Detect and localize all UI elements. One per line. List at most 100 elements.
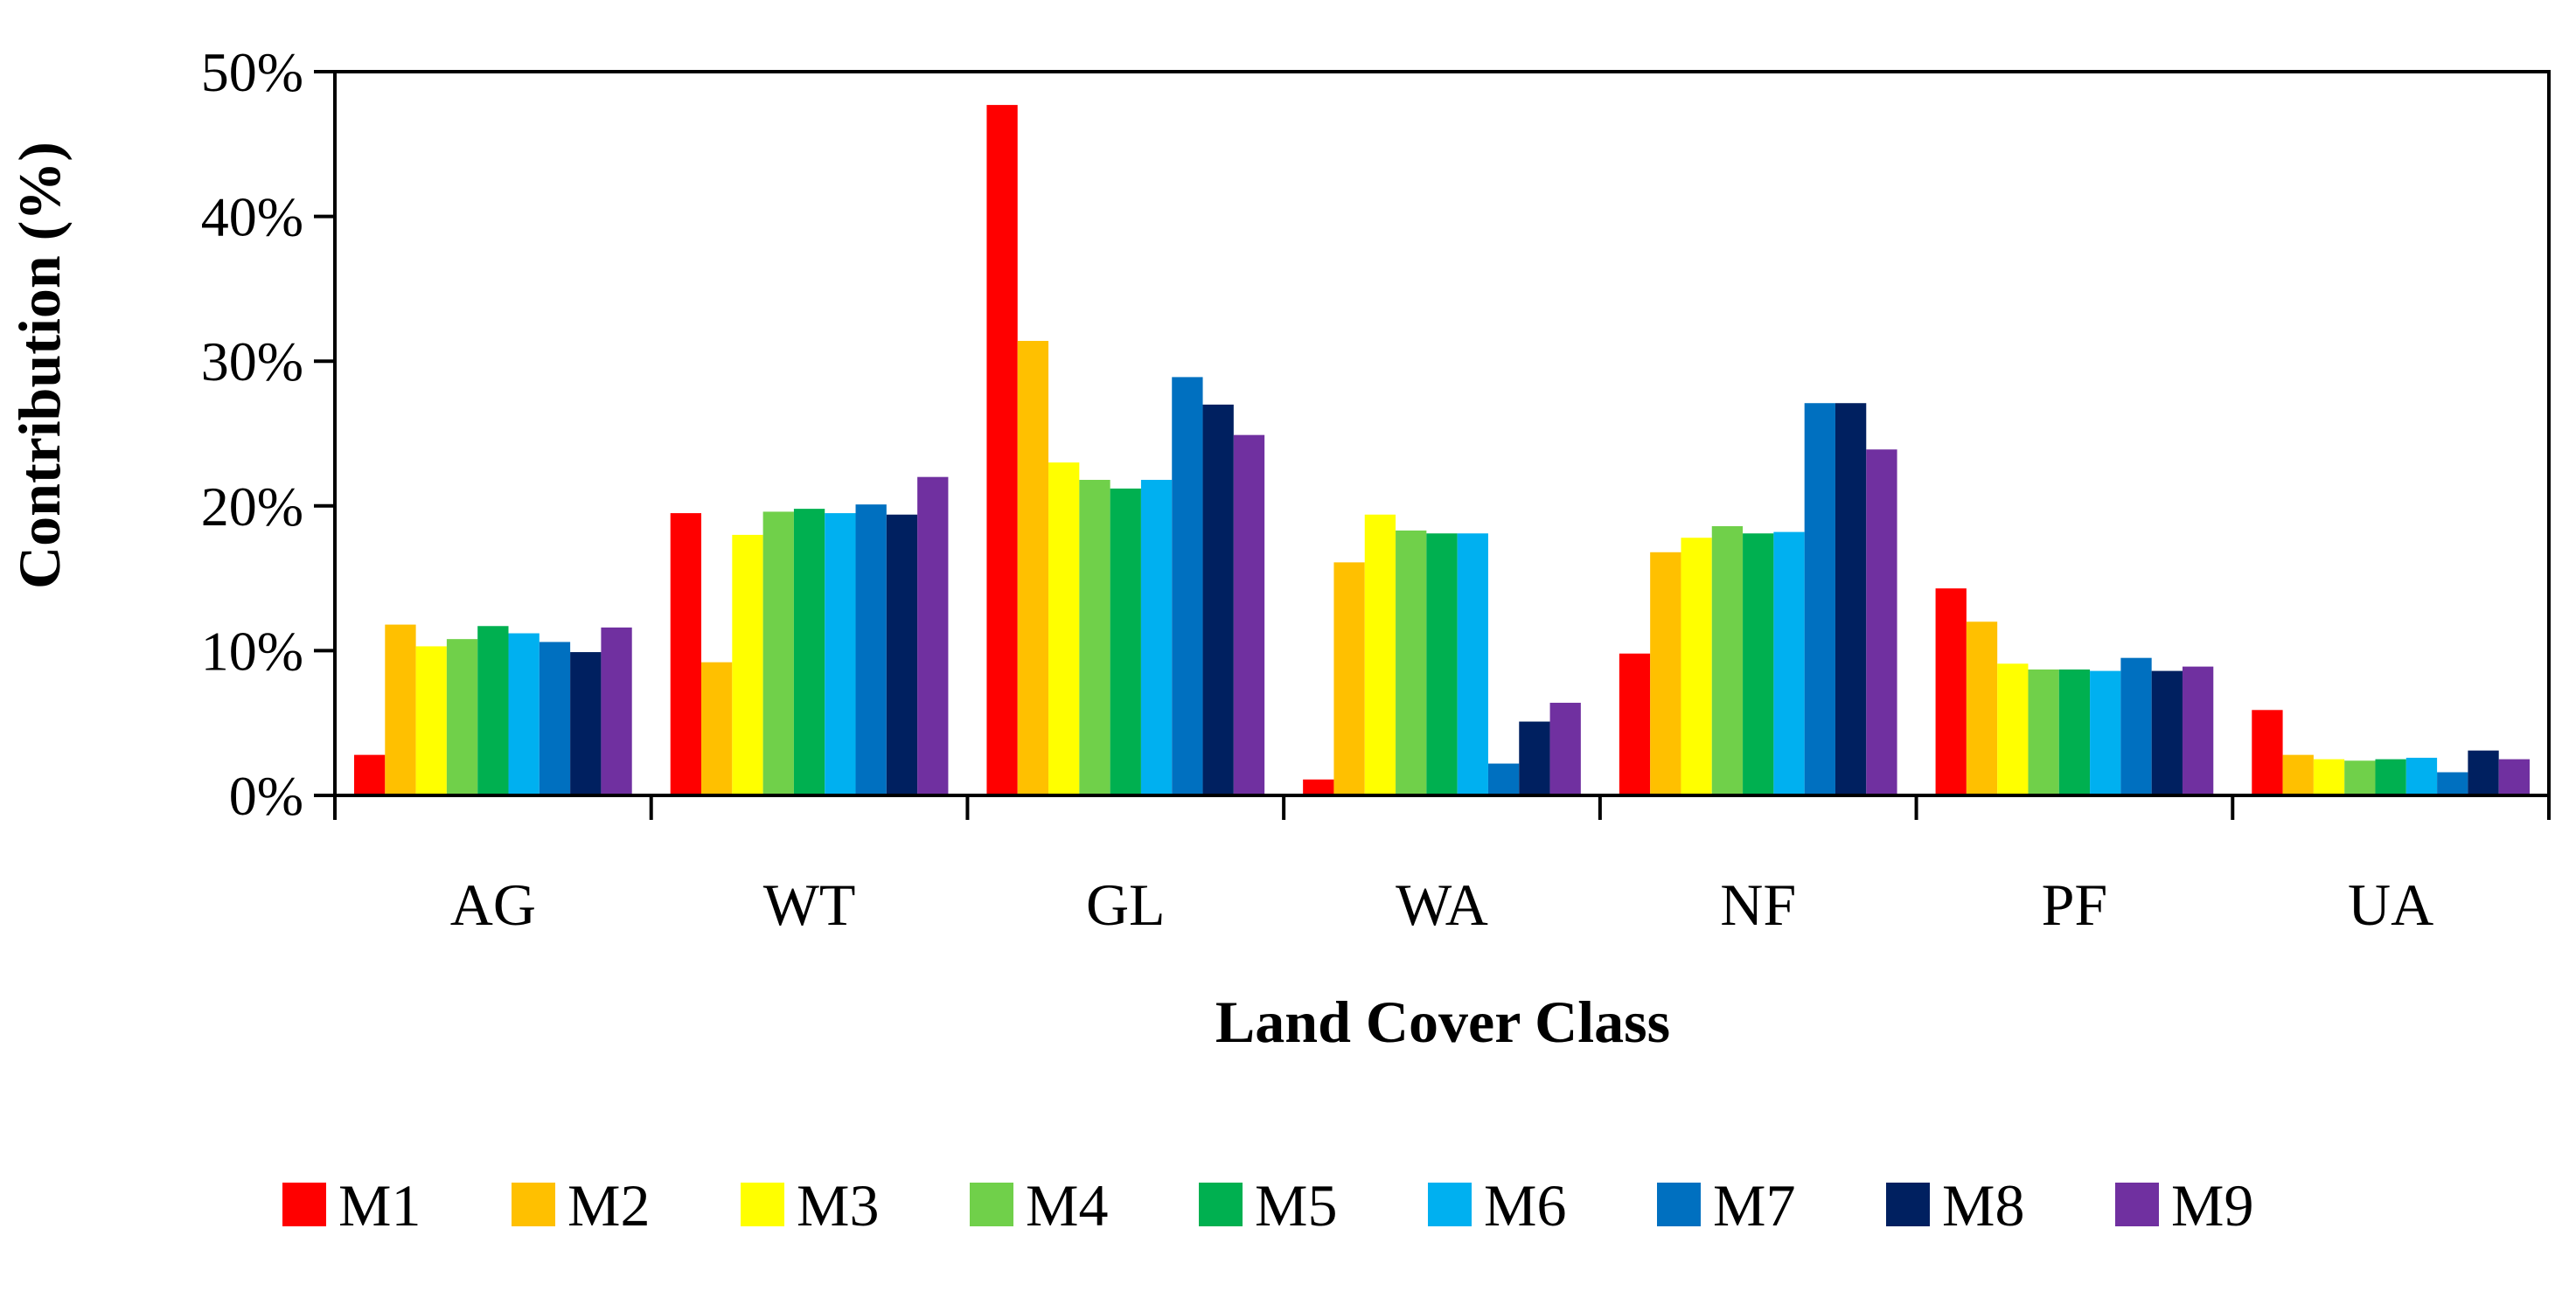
bar-wt-m8 xyxy=(886,514,918,795)
bar-gl-m3 xyxy=(1048,462,1080,795)
bar-pf-m7 xyxy=(2120,657,2152,795)
bar-ua-m5 xyxy=(2375,759,2406,795)
x-tick-label-wt: WT xyxy=(763,871,856,938)
legend-item-m1: M1 xyxy=(282,1172,421,1239)
y-tick-label: 30% xyxy=(201,330,303,392)
legend-label: M1 xyxy=(338,1172,421,1239)
legend-item-m4: M4 xyxy=(970,1172,1108,1239)
bar-wt-m4 xyxy=(762,511,794,795)
bar-wt-m6 xyxy=(825,513,856,795)
x-tick-label-ag: AG xyxy=(450,871,536,938)
legend-item-m6: M6 xyxy=(1428,1172,1566,1239)
y-tick-label: 10% xyxy=(201,620,303,682)
legend-item-m7: M7 xyxy=(1657,1172,1795,1239)
bar-wa-m4 xyxy=(1396,530,1427,795)
bar-nf-m5 xyxy=(1743,533,1774,795)
bar-ua-m2 xyxy=(2282,754,2314,795)
bar-pf-m1 xyxy=(1935,588,1967,795)
bar-nf-m4 xyxy=(1711,525,1744,795)
bar-ag-m7 xyxy=(539,642,571,795)
bar-ag-m1 xyxy=(354,754,386,795)
bar-ag-m2 xyxy=(385,624,416,795)
x-tick-label-wa: WA xyxy=(1396,871,1488,938)
bar-gl-m5 xyxy=(1110,488,1141,795)
legend-swatch xyxy=(282,1183,326,1226)
x-category-labels: AG WT GL WA NF PF UA xyxy=(450,871,2434,938)
legend-item-m2: M2 xyxy=(512,1172,650,1239)
bar-wt-m9 xyxy=(917,476,949,795)
legend-label: M2 xyxy=(567,1172,650,1239)
bar-nf-m8 xyxy=(1835,403,1867,795)
legend-item-m3: M3 xyxy=(741,1172,879,1239)
bar-wt-m5 xyxy=(793,509,825,795)
bar-ag-m8 xyxy=(570,652,602,795)
bar-nf-m9 xyxy=(1866,449,1897,795)
bar-ua-m9 xyxy=(2498,759,2530,795)
bar-wa-m9 xyxy=(1549,703,1581,795)
bar-pf-m3 xyxy=(1997,663,2029,795)
bar-ag-m6 xyxy=(508,633,540,795)
legend-swatch xyxy=(1199,1183,1243,1226)
bar-wa-m7 xyxy=(1487,763,1520,795)
legend-swatch xyxy=(1886,1183,1930,1226)
bar-wa-m6 xyxy=(1457,533,1488,795)
legend-item-m5: M5 xyxy=(1199,1172,1337,1239)
legend-swatch xyxy=(1428,1183,1472,1226)
bar-wt-m7 xyxy=(855,504,887,795)
bar-ag-m9 xyxy=(601,627,632,795)
legend-swatch xyxy=(512,1183,555,1226)
bar-nf-m2 xyxy=(1650,552,1681,795)
legend-swatch xyxy=(741,1183,784,1226)
bar-pf-m6 xyxy=(2090,670,2121,795)
bar-gl-m9 xyxy=(1233,434,1265,795)
y-ticks-group: 0% 10% 20% 30% 40% 50% xyxy=(201,41,335,827)
x-tick-label-ua: UA xyxy=(2348,871,2433,938)
bar-gl-m7 xyxy=(1172,377,1203,795)
y-tick-label: 20% xyxy=(201,475,303,538)
legend-item-m8: M8 xyxy=(1886,1172,2024,1239)
legend-swatch xyxy=(2115,1183,2159,1226)
axes-group xyxy=(333,70,2551,820)
bar-wa-m1 xyxy=(1303,779,1334,795)
bar-nf-m3 xyxy=(1681,538,1712,795)
legend-label: M4 xyxy=(1026,1172,1108,1239)
bar-pf-m9 xyxy=(2182,666,2214,795)
bar-pf-m2 xyxy=(1966,621,1998,795)
bar-ua-m7 xyxy=(2437,772,2468,795)
bar-ag-m3 xyxy=(415,646,447,795)
legend-label: M8 xyxy=(1942,1172,2024,1239)
plot-frame xyxy=(333,70,2551,797)
bar-ag-m4 xyxy=(446,639,478,795)
bar-wt-m2 xyxy=(701,662,733,795)
bar-gl-m1 xyxy=(986,105,1018,796)
bar-gl-m8 xyxy=(1202,404,1234,795)
legend-label: M7 xyxy=(1713,1172,1795,1239)
legend: M1 M2 M3 M4 M5 M6 M7 M8 M9 xyxy=(282,1172,2253,1239)
bar-ua-m1 xyxy=(2252,710,2283,795)
legend-label: M9 xyxy=(2171,1172,2253,1239)
bar-wa-m8 xyxy=(1519,721,1550,795)
bar-nf-m6 xyxy=(1773,531,1805,795)
bar-gl-m6 xyxy=(1140,479,1173,795)
bar-pf-m5 xyxy=(2058,669,2091,795)
y-tick-label: 0% xyxy=(229,765,303,827)
bar-wa-m5 xyxy=(1426,533,1458,795)
y-tick-label: 40% xyxy=(201,186,303,248)
x-tick-label-pf: PF xyxy=(2042,871,2108,938)
bar-nf-m7 xyxy=(1804,403,1835,795)
legend-label: M3 xyxy=(797,1172,879,1239)
legend-item-m9: M9 xyxy=(2115,1172,2253,1239)
legend-swatch xyxy=(1657,1183,1701,1226)
bar-ua-m4 xyxy=(2344,760,2376,795)
x-tick-label-nf: NF xyxy=(1720,871,1796,938)
bar-gl-m4 xyxy=(1079,479,1110,795)
bar-gl-m2 xyxy=(1017,341,1049,795)
x-axis-title: Land Cover Class xyxy=(1215,989,1670,1055)
bar-wt-m1 xyxy=(670,513,702,795)
bar-ag-m5 xyxy=(477,626,509,795)
bars-group xyxy=(354,105,2530,796)
x-tick-label-gl: GL xyxy=(1086,871,1166,938)
legend-swatch xyxy=(970,1183,1013,1226)
